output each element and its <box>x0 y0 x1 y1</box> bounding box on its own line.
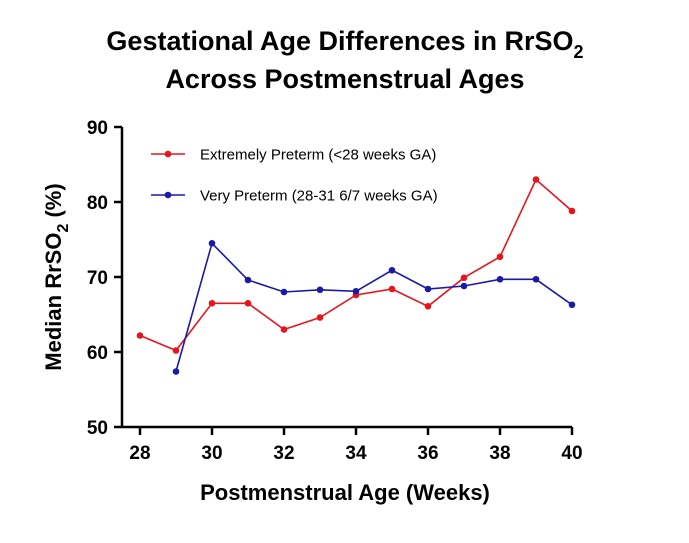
data-point <box>352 287 360 295</box>
series-2 <box>172 239 576 375</box>
data-point <box>208 239 216 247</box>
x-tick-label: 34 <box>345 443 367 464</box>
data-point <box>568 207 576 215</box>
x-tick-label: 32 <box>273 443 294 464</box>
data-point <box>568 301 576 309</box>
y-axis-title-main: Median RrSO <box>41 233 66 371</box>
data-point <box>532 275 540 283</box>
data-point <box>172 368 180 375</box>
data-point <box>316 314 324 321</box>
x-tick-label: 40 <box>561 443 582 464</box>
series-layer <box>136 176 576 375</box>
x-axis-title: Postmenstrual Age (Weeks) <box>200 480 490 505</box>
series-1 <box>136 176 576 354</box>
x-tick-label: 38 <box>489 443 510 464</box>
data-point <box>280 288 288 296</box>
data-point <box>244 276 252 284</box>
legend-label: Very Preterm (28-31 6/7 weeks GA) <box>200 188 438 205</box>
data-point <box>460 274 468 282</box>
data-point <box>172 347 180 354</box>
series-line <box>139 178 573 352</box>
legend-label: Extremely Preterm (<28 weeks GA) <box>200 147 436 164</box>
data-point <box>424 302 432 310</box>
y-tick-label: 70 <box>87 268 108 289</box>
chart-title-subscript: 2 <box>574 42 584 62</box>
data-point <box>280 326 288 333</box>
legend-item-1: Extremely Preterm (<28 weeks GA) <box>151 147 436 164</box>
y-axis-title: Median RrSO2 (%) <box>41 183 72 370</box>
data-point <box>496 253 504 261</box>
chart-title-line2: Across Postmenstrual Ages <box>165 64 524 94</box>
y-tick-label: 80 <box>87 193 108 214</box>
chart-title-main: Gestational Age Differences in RrSO <box>106 26 573 56</box>
legend-marker <box>164 191 172 199</box>
y-axis-title-subscript: 2 <box>55 224 72 233</box>
data-point <box>208 299 216 307</box>
axes <box>120 127 572 429</box>
legend-marker <box>164 150 172 158</box>
x-tick-label: 30 <box>201 443 222 464</box>
data-point <box>136 332 144 339</box>
axis-ticks: 50 60 70 80 90 28 30 32 34 36 38 40 <box>87 118 583 464</box>
series-line <box>175 241 573 372</box>
data-point <box>388 266 396 274</box>
data-point <box>424 285 432 293</box>
x-tick-label: 36 <box>417 443 438 464</box>
y-tick-label: 60 <box>87 343 108 364</box>
data-point <box>316 286 324 294</box>
legend-item-2: Very Preterm (28-31 6/7 weeks GA) <box>151 188 438 205</box>
x-tick-label: 28 <box>129 443 150 464</box>
data-point <box>496 275 504 283</box>
y-tick-label: 90 <box>87 118 108 139</box>
data-point <box>244 299 252 307</box>
legend: Extremely Preterm (<28 weeks GA) Very Pre… <box>151 147 438 205</box>
data-point <box>388 285 396 293</box>
y-axis-title-suffix: (%) <box>41 183 66 223</box>
data-point <box>460 282 468 290</box>
data-point <box>532 176 540 183</box>
y-tick-label: 50 <box>87 418 108 439</box>
chart-title-line1: Gestational Age Differences in RrSO2 <box>106 26 583 62</box>
